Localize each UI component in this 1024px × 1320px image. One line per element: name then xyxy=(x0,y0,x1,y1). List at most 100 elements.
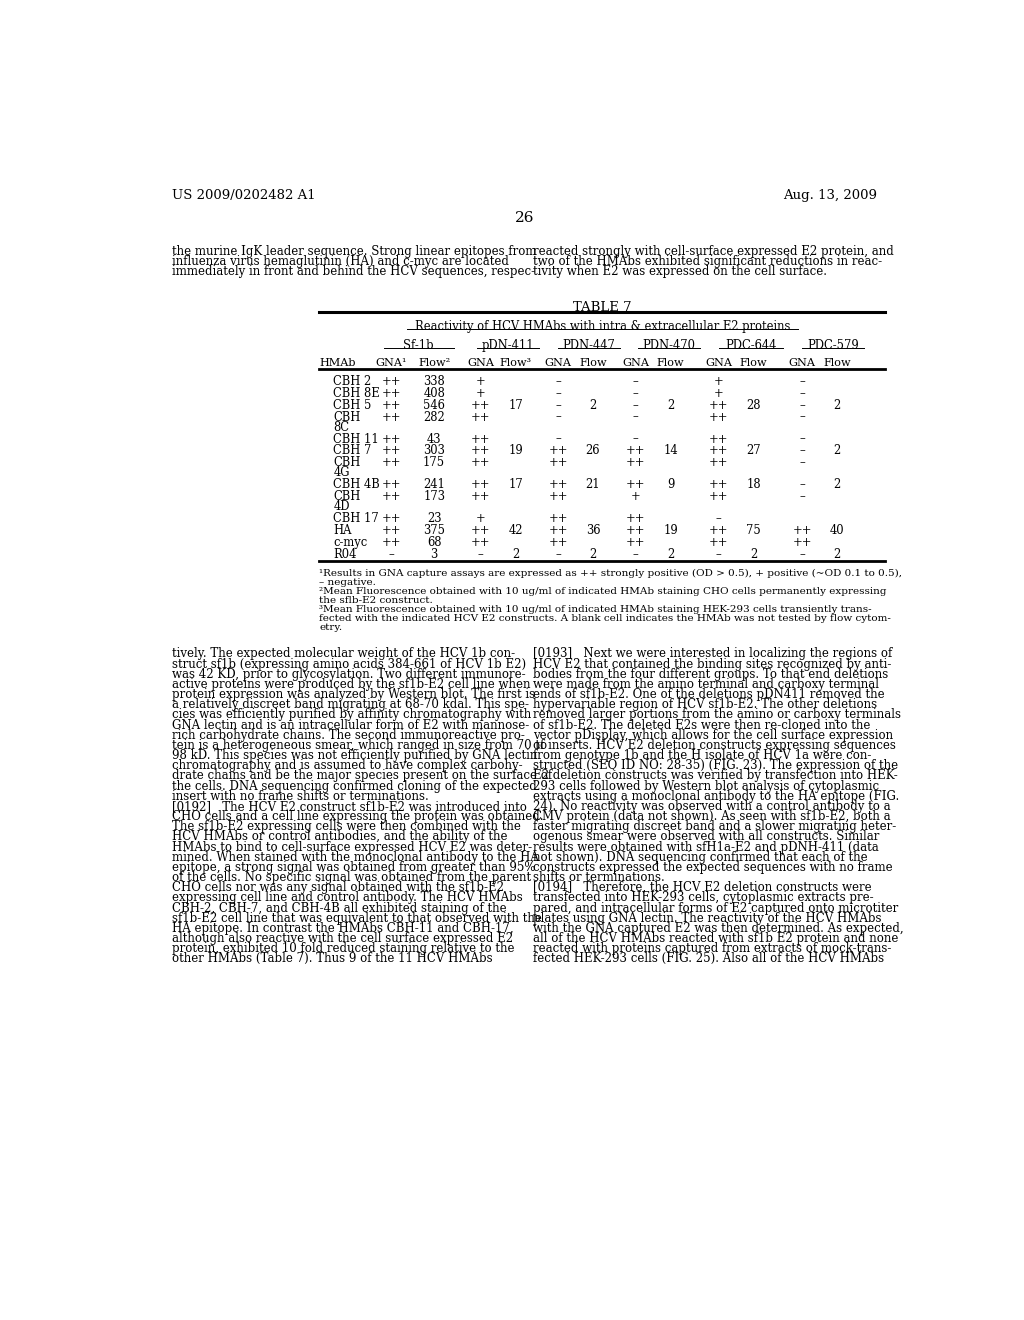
Text: 408: 408 xyxy=(423,387,445,400)
Text: –: – xyxy=(800,445,805,458)
Text: US 2009/0202482 A1: US 2009/0202482 A1 xyxy=(172,189,315,202)
Text: PDC-644: PDC-644 xyxy=(725,339,776,352)
Text: 26: 26 xyxy=(515,211,535,224)
Text: was 42 KD, prior to glycosylation. Two different immunore-: was 42 KD, prior to glycosylation. Two d… xyxy=(172,668,525,681)
Text: shifts or terminations.: shifts or terminations. xyxy=(534,871,665,884)
Text: CBH 4B: CBH 4B xyxy=(334,478,380,491)
Text: ++: ++ xyxy=(709,399,728,412)
Text: 4D: 4D xyxy=(334,500,350,513)
Text: from genotype 1b and the H isolate of HCV 1a were con-: from genotype 1b and the H isolate of HC… xyxy=(534,748,871,762)
Text: CBH: CBH xyxy=(334,457,360,470)
Text: CMV protein (data not shown). As seen with sf1b-E2, both a: CMV protein (data not shown). As seen wi… xyxy=(534,810,891,824)
Text: reacted with proteins captured from extracts of mock-trans-: reacted with proteins captured from extr… xyxy=(534,942,892,956)
Text: 24). No reactivity was observed with a control antibody to a: 24). No reactivity was observed with a c… xyxy=(534,800,891,813)
Text: +: + xyxy=(476,512,485,525)
Text: –: – xyxy=(555,548,561,561)
Text: 40: 40 xyxy=(829,524,845,537)
Text: ++: ++ xyxy=(382,524,401,537)
Text: influenza virus hemaglutinin (HA) and c-myc are located: influenza virus hemaglutinin (HA) and c-… xyxy=(172,255,509,268)
Text: HA: HA xyxy=(334,524,352,537)
Text: c-myc: c-myc xyxy=(334,536,368,549)
Text: CHO cells and a cell line expressing the protein was obtained.: CHO cells and a cell line expressing the… xyxy=(172,810,544,824)
Text: GNA: GNA xyxy=(623,358,649,368)
Text: GNA: GNA xyxy=(545,358,571,368)
Text: –: – xyxy=(800,478,805,491)
Text: sf1b-E2 cell line that was equivalent to that observed with the: sf1b-E2 cell line that was equivalent to… xyxy=(172,912,542,925)
Text: R04: R04 xyxy=(334,548,356,561)
Text: 2: 2 xyxy=(667,548,674,561)
Text: ++: ++ xyxy=(382,433,401,446)
Text: HCV HMAbs or control antibodies, and the ability of the: HCV HMAbs or control antibodies, and the… xyxy=(172,830,508,843)
Text: 338: 338 xyxy=(423,375,445,388)
Text: 27: 27 xyxy=(746,445,761,458)
Text: [0194]   Therefore, the HCV E2 deletion constructs were: [0194] Therefore, the HCV E2 deletion co… xyxy=(534,882,872,894)
Text: +: + xyxy=(714,387,723,400)
Text: ++: ++ xyxy=(549,536,568,549)
Text: –: – xyxy=(800,457,805,470)
Text: tively. The expected molecular weight of the HCV 1b con-: tively. The expected molecular weight of… xyxy=(172,647,515,660)
Text: CBH 5: CBH 5 xyxy=(334,399,372,412)
Text: [0193]   Next we were interested in localizing the regions of: [0193] Next we were interested in locali… xyxy=(534,647,893,660)
Text: –: – xyxy=(633,399,639,412)
Text: transfected into HEK-293 cells, cytoplasmic extracts pre-: transfected into HEK-293 cells, cytoplas… xyxy=(534,891,873,904)
Text: CHO cells nor was any signal obtained with the sf1b-E2: CHO cells nor was any signal obtained wi… xyxy=(172,882,504,894)
Text: 241: 241 xyxy=(423,478,445,491)
Text: ++: ++ xyxy=(626,457,645,470)
Text: ends of sf1b-E2. One of the deletions pDN411 removed the: ends of sf1b-E2. One of the deletions pD… xyxy=(534,688,885,701)
Text: 2: 2 xyxy=(590,399,597,412)
Text: [0192]   The HCV E2 construct sf1b-E2 was introduced into: [0192] The HCV E2 construct sf1b-E2 was … xyxy=(172,800,527,813)
Text: ++: ++ xyxy=(382,387,401,400)
Text: drate chains and be the major species present on the surface of: drate chains and be the major species pr… xyxy=(172,770,552,783)
Text: ++: ++ xyxy=(471,433,490,446)
Text: two of the HMAbs exhibited significant reductions in reac-: two of the HMAbs exhibited significant r… xyxy=(534,255,883,268)
Text: 36: 36 xyxy=(586,524,600,537)
Text: other HMAbs (Table 7). Thus 9 of the 11 HCV HMAbs: other HMAbs (Table 7). Thus 9 of the 11 … xyxy=(172,952,493,965)
Text: tivity when E2 was expressed on the cell surface.: tivity when E2 was expressed on the cell… xyxy=(534,265,827,279)
Text: CBH: CBH xyxy=(334,411,360,424)
Text: 2: 2 xyxy=(834,548,841,561)
Text: –: – xyxy=(389,548,394,561)
Text: CBH: CBH xyxy=(334,490,360,503)
Text: – negative.: – negative. xyxy=(319,578,376,586)
Text: ++: ++ xyxy=(709,536,728,549)
Text: structed (SEQ ID NO: 28-35) (FIG. 23). The expression of the: structed (SEQ ID NO: 28-35) (FIG. 23). T… xyxy=(534,759,898,772)
Text: –: – xyxy=(800,411,805,424)
Text: –: – xyxy=(716,548,722,561)
Text: ++: ++ xyxy=(709,433,728,446)
Text: plates using GNA lectin. The reactivity of the HCV HMAbs: plates using GNA lectin. The reactivity … xyxy=(534,912,882,925)
Text: ²Mean Fluorescence obtained with 10 ug/ml of indicated HMAb staining CHO cells p: ²Mean Fluorescence obtained with 10 ug/m… xyxy=(319,586,887,595)
Text: PDN-447: PDN-447 xyxy=(562,339,615,352)
Text: HMAb: HMAb xyxy=(319,358,355,368)
Text: –: – xyxy=(800,387,805,400)
Text: ++: ++ xyxy=(382,512,401,525)
Text: +: + xyxy=(714,375,723,388)
Text: 2: 2 xyxy=(750,548,757,561)
Text: results were obtained with sfH1a-E2 and pDNH-411 (data: results were obtained with sfH1a-E2 and … xyxy=(534,841,879,854)
Text: fected with the indicated HCV E2 constructs. A blank cell indicates the HMAb was: fected with the indicated HCV E2 constru… xyxy=(319,614,891,623)
Text: –: – xyxy=(555,387,561,400)
Text: ¹Results in GNA capture assays are expressed as ++ strongly positive (OD > 0.5),: ¹Results in GNA capture assays are expre… xyxy=(319,569,902,578)
Text: 2: 2 xyxy=(667,399,674,412)
Text: –: – xyxy=(633,548,639,561)
Text: 2: 2 xyxy=(590,548,597,561)
Text: Flow²: Flow² xyxy=(418,358,451,368)
Text: The sf1b-E2 expressing cells were then combined with the: The sf1b-E2 expressing cells were then c… xyxy=(172,820,521,833)
Text: Flow³: Flow³ xyxy=(500,358,531,368)
Text: –: – xyxy=(800,490,805,503)
Text: 9: 9 xyxy=(667,478,674,491)
Text: ++: ++ xyxy=(471,524,490,537)
Text: ++: ++ xyxy=(626,445,645,458)
Text: vector pDisplay, which allows for the cell surface expression: vector pDisplay, which allows for the ce… xyxy=(534,729,894,742)
Text: ++: ++ xyxy=(471,536,490,549)
Text: –: – xyxy=(555,375,561,388)
Text: Aug. 13, 2009: Aug. 13, 2009 xyxy=(783,189,878,202)
Text: ++: ++ xyxy=(709,445,728,458)
Text: CBH 7: CBH 7 xyxy=(334,445,372,458)
Text: –: – xyxy=(633,387,639,400)
Text: expressing cell line and control antibody. The HCV HMAbs: expressing cell line and control antibod… xyxy=(172,891,523,904)
Text: GNA lectin and is an intracellular form of E2 with mannose-: GNA lectin and is an intracellular form … xyxy=(172,718,529,731)
Text: +: + xyxy=(476,387,485,400)
Text: 68: 68 xyxy=(427,536,441,549)
Text: –: – xyxy=(478,548,483,561)
Text: rich carbohydrate chains. The second immunoreactive pro-: rich carbohydrate chains. The second imm… xyxy=(172,729,525,742)
